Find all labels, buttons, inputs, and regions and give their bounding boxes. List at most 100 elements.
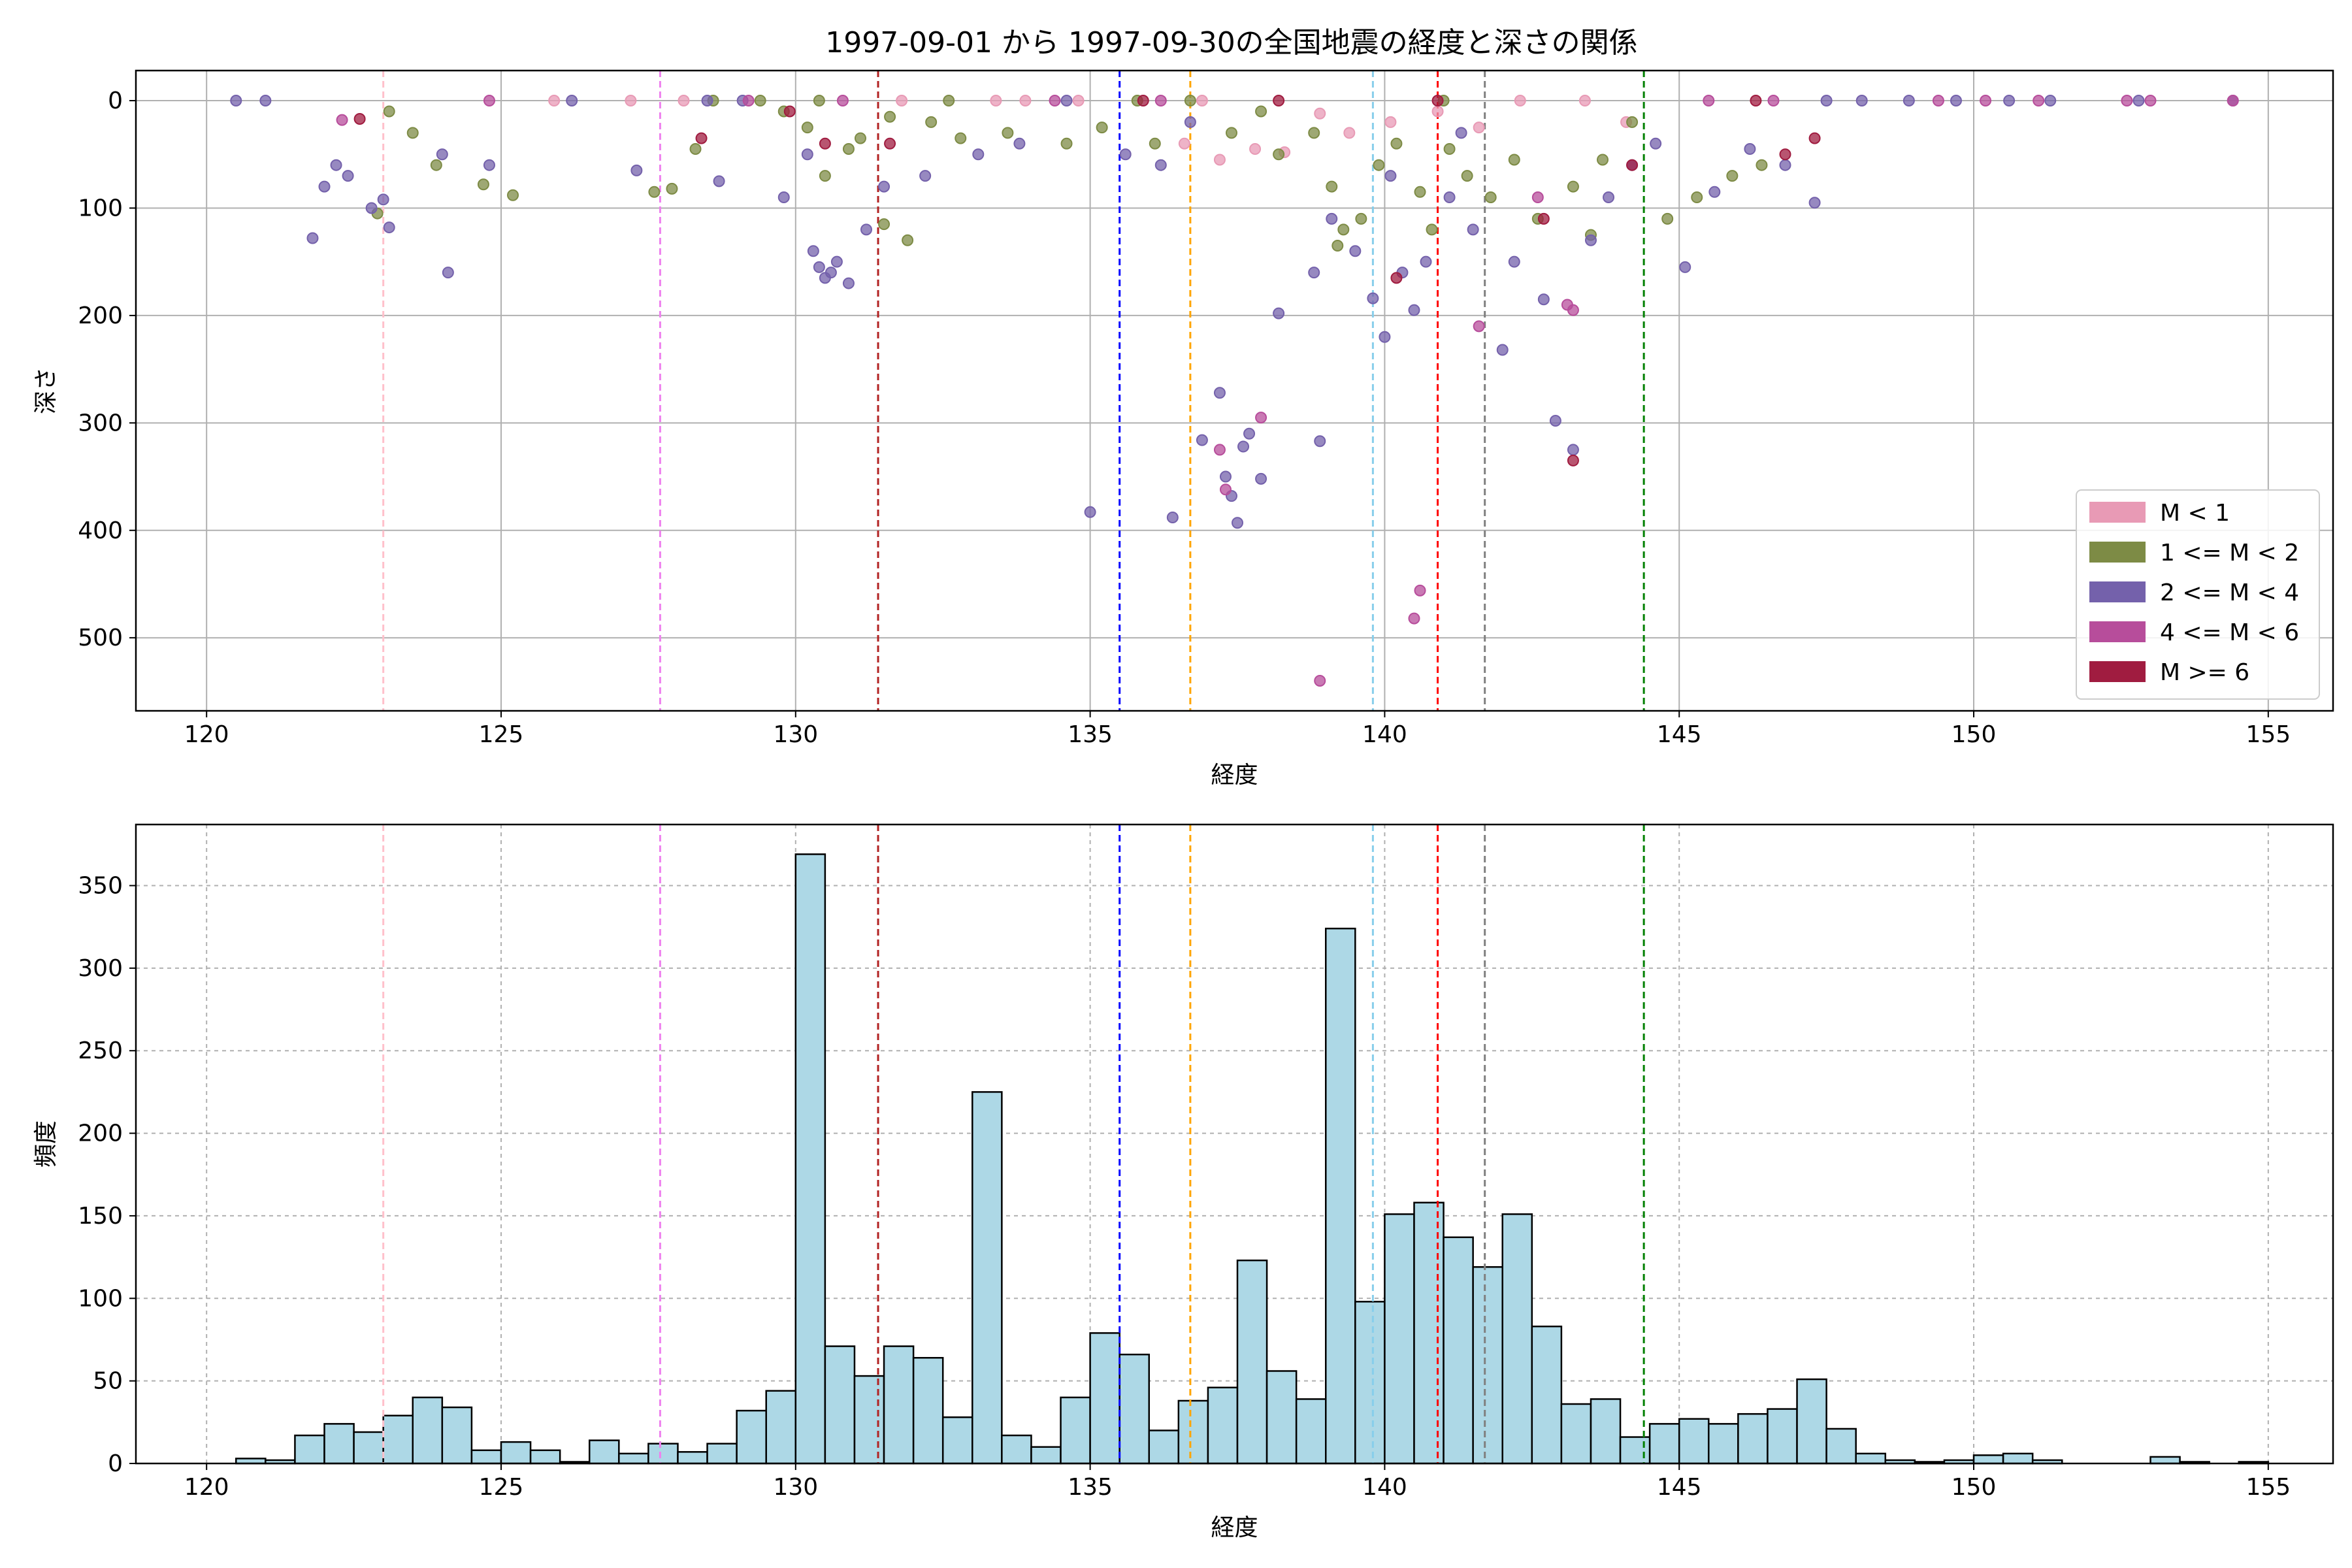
scatter-point (230, 95, 242, 107)
scatter-point (695, 132, 708, 144)
scatter-point (1002, 127, 1014, 139)
scatter-point (955, 132, 967, 144)
scatter-point (1154, 95, 1167, 107)
histogram-bar (1531, 1325, 1563, 1465)
histogram-bar (1295, 1398, 1327, 1465)
scatter-point (1196, 95, 1208, 107)
legend-swatch (2089, 621, 2146, 642)
scatter-point (783, 105, 796, 118)
scatter-points (230, 95, 2239, 687)
x-tick-label: 125 (479, 721, 524, 748)
histogram-bar (1855, 1452, 1887, 1465)
histogram-bar (1796, 1378, 1827, 1465)
x-tick-label: 130 (773, 721, 818, 748)
scatter-point (1756, 159, 1768, 171)
histogram-bar (1177, 1399, 1209, 1465)
scatter-point (1049, 95, 1061, 107)
scatter-point (1508, 154, 1520, 166)
histogram-bar (1648, 1423, 1680, 1465)
x-tick-label: 140 (1362, 721, 1407, 748)
histogram-bar (2149, 1456, 2181, 1465)
scatter-point (1414, 186, 1426, 198)
scatter-point (2121, 95, 2133, 107)
histogram-bar (824, 1345, 856, 1465)
scatter-point (1273, 307, 1285, 319)
scatter-point (2144, 95, 2157, 107)
histogram-bar (588, 1439, 620, 1465)
histogram-bar (412, 1396, 444, 1465)
scatter-point (1249, 143, 1262, 155)
scatter-point (713, 175, 725, 188)
y-tick-label: 500 (78, 625, 123, 651)
scatter-point (430, 159, 442, 171)
x-tick-label: 145 (1657, 721, 1702, 748)
scatter-point (1178, 137, 1190, 150)
y-tick-label: 350 (78, 873, 123, 900)
legend-swatch (2089, 542, 2146, 563)
y-tick-label: 250 (78, 1037, 123, 1064)
scatter-point (383, 221, 395, 234)
scatter-point (813, 261, 825, 273)
scatter-point (807, 245, 819, 257)
scatter-point (830, 255, 843, 268)
x-tick-label: 125 (479, 1474, 524, 1501)
histogram-bar (1266, 1370, 1298, 1465)
histogram-bar (736, 1409, 767, 1465)
scatter-point (1367, 292, 1379, 304)
scatter-point (1096, 122, 1108, 134)
scatter-point (754, 95, 766, 107)
x-tick-label: 120 (184, 1474, 229, 1501)
scatter-point (483, 95, 495, 107)
scatter-point (1461, 170, 1473, 182)
scatter-point (1431, 105, 1444, 118)
histogram-bar (1972, 1454, 2004, 1465)
histogram-bar (470, 1449, 502, 1465)
histogram-bar (529, 1449, 561, 1465)
scatter-point (666, 182, 678, 195)
scatter-point (1561, 299, 1573, 311)
scatter-point (919, 170, 932, 182)
scatter-point (842, 277, 855, 289)
scatter-point (1060, 137, 1073, 150)
scatter-point (819, 170, 831, 182)
scatter-point (1537, 212, 1550, 225)
scatter-point (1408, 304, 1420, 316)
y-tick-label: 200 (78, 302, 123, 329)
scatter-point (854, 132, 866, 144)
scatter-point (1219, 483, 1232, 496)
scatter-point (1255, 472, 1267, 485)
scatter-point (1484, 191, 1497, 204)
scatter-point (548, 95, 561, 107)
scatter-point (813, 95, 825, 107)
histogram-x-axis-label: 経度 (1211, 1514, 1258, 1541)
histogram-bar (1089, 1332, 1120, 1465)
histogram-bar (1148, 1429, 1180, 1465)
scatter-point (1426, 223, 1438, 236)
scatter-point (1273, 95, 1285, 107)
scatter-point (1149, 137, 1161, 150)
scatter-point (2003, 95, 2016, 107)
legend-swatch (2089, 581, 2146, 602)
scatter-point (878, 180, 890, 193)
scatter-point (1314, 674, 1326, 687)
scatter-point (1597, 154, 1609, 166)
y-tick-label: 100 (78, 195, 123, 221)
x-tick-label: 140 (1362, 1474, 1407, 1501)
scatter-point (1184, 95, 1196, 107)
scatter-point (1443, 191, 1456, 204)
histogram-bar (765, 1390, 797, 1465)
scatter-point (1326, 212, 1338, 225)
scatter-point (1384, 116, 1397, 128)
scatter-point (1661, 212, 1674, 225)
scatter-point (436, 148, 448, 161)
histogram-bar (912, 1357, 944, 1465)
histogram-bar (1737, 1413, 1769, 1465)
scatter-point (1808, 132, 1821, 144)
scatter-point (1420, 255, 1432, 268)
scatter-point (1326, 180, 1338, 193)
x-tick-label: 150 (1952, 721, 1997, 748)
scatter-point (1820, 95, 1833, 107)
scatter-point (1443, 143, 1456, 155)
scatter-point (1779, 159, 1791, 171)
